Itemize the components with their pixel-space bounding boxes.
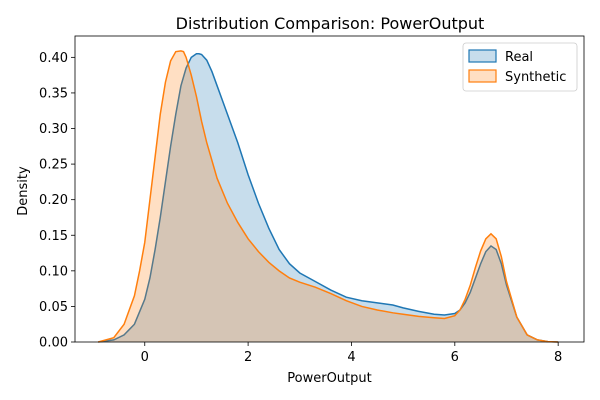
legend-label-real: Real [505, 50, 533, 65]
y-tick-label: 0.10 [39, 264, 68, 279]
legend-box [462, 42, 578, 92]
x-tick-label: 2 [244, 350, 252, 365]
axes-layer: 0 2 4 6 8 0.00 0.05 0.10 0.15 0.20 0.25 0.30 0.35 0.4… [39, 35, 585, 365]
legend: Real Synthetic [462, 42, 578, 92]
y-axis-label: Density [16, 166, 31, 216]
axes-frame [74, 35, 585, 343]
y-tick-label: 0.25 [39, 158, 68, 173]
x-tick-label: 4 [347, 350, 355, 365]
legend-label-synthetic: Synthetic [505, 70, 566, 85]
y-tick-label: 0.20 [39, 193, 68, 208]
chart-title: Distribution Comparison: PowerOutput [176, 14, 485, 33]
area-synthetic [98, 50, 559, 342]
area-real [98, 53, 559, 342]
y-tick-label: 0.40 [39, 51, 68, 66]
x-tick-label: 6 [451, 350, 459, 365]
legend-swatch-real [468, 49, 497, 63]
y-tick-label: 0.05 [39, 300, 68, 315]
y-tick-label: 0.30 [39, 122, 68, 137]
y-tick-label: 0.15 [39, 229, 68, 244]
x-tick-label: 0 [141, 350, 149, 365]
x-tick-label: 8 [554, 350, 562, 365]
plot-layer [98, 50, 559, 343]
x-axis-label: PowerOutput [287, 371, 371, 386]
line-synthetic [98, 50, 559, 343]
line-real [98, 53, 559, 343]
legend-swatch-synthetic [468, 69, 497, 83]
y-tick-label: 0.00 [39, 336, 68, 351]
y-tick-label: 0.35 [39, 86, 68, 101]
